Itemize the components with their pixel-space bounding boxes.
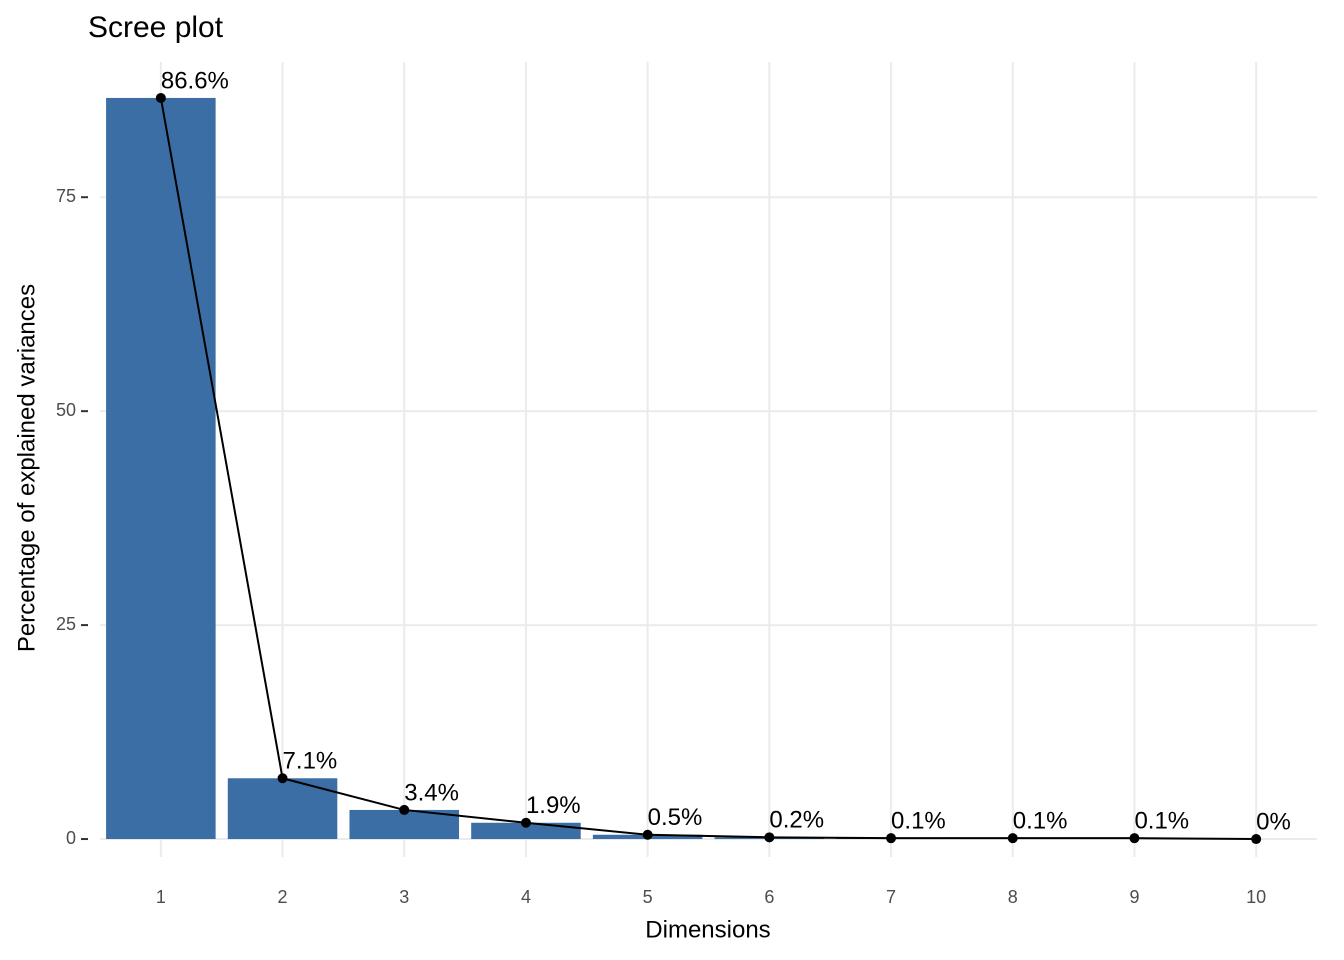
x-tick-label: 6 bbox=[764, 887, 774, 907]
value-label: 0.5% bbox=[648, 804, 703, 831]
point bbox=[1251, 834, 1262, 845]
line bbox=[159, 97, 1257, 841]
x-tick-label: 8 bbox=[1008, 887, 1018, 907]
x-tick-label: 5 bbox=[643, 887, 653, 907]
point bbox=[520, 817, 531, 828]
point bbox=[764, 832, 775, 843]
value-label: 0.2% bbox=[769, 807, 824, 834]
y-axis-title: Percentage of explained variances bbox=[13, 284, 40, 652]
x-tick-label: 10 bbox=[1246, 887, 1266, 907]
value-label: 0.1% bbox=[891, 808, 946, 835]
x-tick-label: 9 bbox=[1129, 887, 1139, 907]
point bbox=[1129, 833, 1140, 844]
x-tick-label: 2 bbox=[278, 887, 288, 907]
value-label: 7.1% bbox=[283, 748, 338, 775]
y-tick-label: 0 bbox=[66, 828, 76, 848]
x-tick-label: 1 bbox=[156, 887, 166, 907]
value-label: 0.1% bbox=[1134, 808, 1189, 835]
y-tick-label: 75 bbox=[56, 186, 76, 206]
value-label: 86.6% bbox=[161, 67, 229, 94]
value-label: 0% bbox=[1256, 808, 1291, 835]
y-tick-label: 50 bbox=[56, 400, 76, 420]
x-tick-label: 3 bbox=[399, 887, 409, 907]
point bbox=[642, 829, 653, 840]
x-tick-label: 4 bbox=[521, 887, 531, 907]
chart-title: Scree plot bbox=[88, 11, 224, 44]
value-label: 1.9% bbox=[526, 792, 581, 819]
point bbox=[886, 833, 897, 844]
value-label: 0.1% bbox=[1013, 808, 1068, 835]
point bbox=[1007, 833, 1018, 844]
x-axis-title: Dimensions bbox=[645, 916, 770, 943]
y-tick-label: 25 bbox=[56, 614, 76, 634]
bar bbox=[471, 822, 581, 840]
value-label: 3.4% bbox=[404, 779, 459, 806]
x-tick-label: 7 bbox=[886, 887, 896, 907]
point bbox=[155, 92, 166, 103]
bar bbox=[106, 97, 216, 840]
point bbox=[277, 773, 288, 784]
point bbox=[399, 804, 410, 815]
